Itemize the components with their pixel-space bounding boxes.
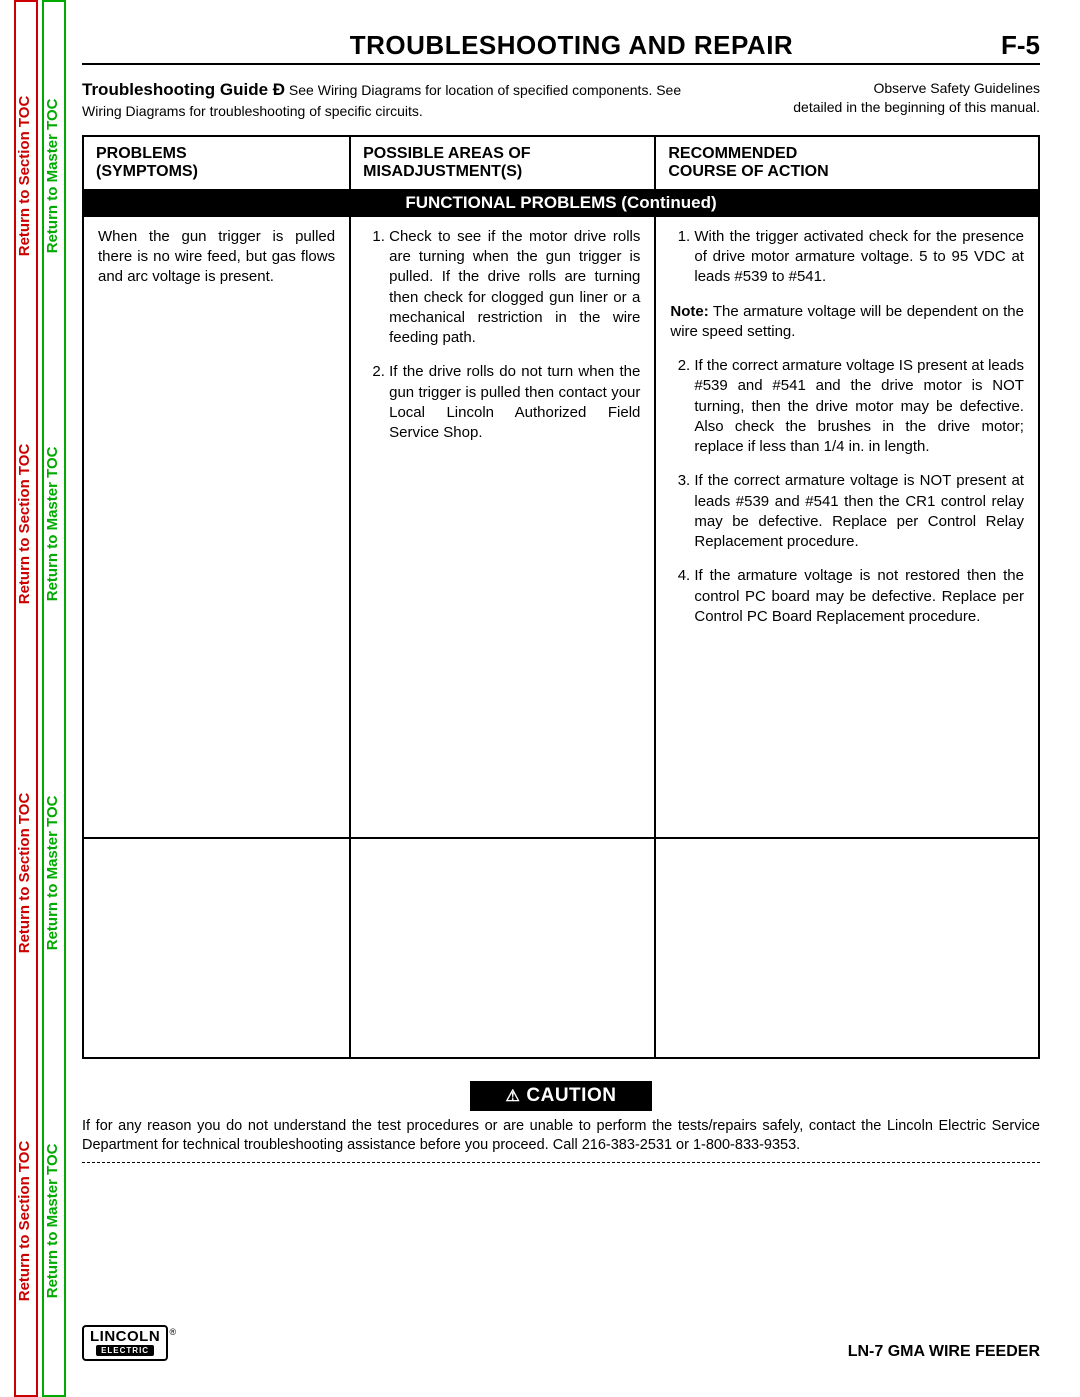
page-content: TROUBLESHOOTING AND REPAIR F-5 Troublesh…: [82, 30, 1040, 1163]
section-toc-tab-column: Return to Section TOC Return to Section …: [14, 0, 38, 1397]
col-header-label: COURSE OF ACTION: [668, 163, 828, 180]
section-toc-link[interactable]: Return to Section TOC: [16, 699, 33, 1047]
action-list: With the trigger activated check for the…: [670, 227, 1024, 288]
caution-block: ⚠CAUTION If for any reason you do not un…: [82, 1081, 1040, 1163]
col-header-actions: RECOMMENDED COURSE OF ACTION: [656, 137, 1038, 189]
empty-cell: [84, 839, 351, 1057]
misadjustment-list: Check to see if the motor drive rolls ar…: [365, 227, 640, 444]
warning-icon: ⚠: [506, 1086, 521, 1106]
safety-line1: Observe Safety Guidelines: [873, 80, 1040, 96]
master-toc-link[interactable]: Return to Master TOC: [44, 350, 61, 698]
note-label: Note:: [670, 303, 708, 320]
action-list-cont: If the correct armature voltage IS prese…: [670, 356, 1024, 627]
section-banner: FUNCTIONAL PROBLEMS (Continued): [84, 189, 1038, 217]
table-body-row: When the gun trigger is pulled there is …: [84, 217, 1038, 837]
registered-mark: ®: [170, 1327, 177, 1337]
list-item: Check to see if the motor drive rolls ar…: [389, 227, 640, 349]
col-header-label: PROBLEMS: [96, 145, 187, 162]
section-toc-link[interactable]: Return to Section TOC: [16, 1047, 33, 1395]
table-header-row: PROBLEMS (SYMPTOMS) POSSIBLE AREAS OF MI…: [84, 137, 1038, 189]
guide-intro-right: Observe Safety Guidelines detailed in th…: [793, 79, 1040, 121]
guide-title: Troubleshooting Guide Ð: [82, 80, 285, 99]
col-header-label: POSSIBLE AREAS OF: [363, 145, 530, 162]
logo-top-text: LINCOLN: [90, 1329, 160, 1344]
caution-badge: ⚠CAUTION: [470, 1081, 653, 1111]
list-item: If the correct armature voltage IS prese…: [694, 356, 1024, 457]
page-footer: LINCOLN ELECTRIC ® LN-7 GMA WIRE FEEDER: [82, 1325, 1040, 1361]
page-number: F-5: [1001, 30, 1040, 61]
side-navigation-tabs: Return to Section TOC Return to Section …: [14, 0, 66, 1397]
table-empty-row: [84, 837, 1038, 1057]
list-item: If the armature voltage is not restored …: [694, 566, 1024, 627]
page-title: TROUBLESHOOTING AND REPAIR: [142, 30, 1001, 61]
lincoln-logo: LINCOLN ELECTRIC ®: [82, 1325, 168, 1361]
master-toc-link[interactable]: Return to Master TOC: [44, 699, 61, 1047]
master-toc-tab-column: Return to Master TOC Return to Master TO…: [42, 0, 66, 1397]
problem-cell: When the gun trigger is pulled there is …: [84, 217, 351, 837]
caution-label: CAUTION: [526, 1085, 616, 1106]
list-item: If the correct armature voltage is NOT p…: [694, 471, 1024, 552]
empty-cell: [656, 839, 1038, 1057]
troubleshooting-table: PROBLEMS (SYMPTOMS) POSSIBLE AREAS OF MI…: [82, 135, 1040, 1059]
col-header-label: MISADJUSTMENT(S): [363, 163, 522, 180]
list-item: If the drive rolls do not turn when the …: [389, 362, 640, 443]
col-header-label: (SYMPTOMS): [96, 163, 198, 180]
guide-intro-row: Troubleshooting Guide Ð See Wiring Diagr…: [82, 79, 1040, 121]
action-note: Note: The armature voltage will be depen…: [670, 302, 1024, 343]
safety-line2: detailed in the beginning of this manual…: [793, 99, 1040, 115]
col-header-misadjustments: POSSIBLE AREAS OF MISADJUSTMENT(S): [351, 137, 656, 189]
master-toc-link[interactable]: Return to Master TOC: [44, 1047, 61, 1395]
logo-bottom-text: ELECTRIC: [96, 1345, 154, 1356]
section-toc-link[interactable]: Return to Section TOC: [16, 350, 33, 698]
master-toc-link[interactable]: Return to Master TOC: [44, 2, 61, 350]
section-toc-link[interactable]: Return to Section TOC: [16, 2, 33, 350]
empty-cell: [351, 839, 656, 1057]
caution-text: If for any reason you do not understand …: [82, 1117, 1040, 1163]
note-text: The armature voltage will be dependent o…: [670, 303, 1024, 340]
product-name: LN-7 GMA WIRE FEEDER: [848, 1343, 1040, 1361]
guide-intro-left: Troubleshooting Guide Ð See Wiring Diagr…: [82, 79, 702, 121]
col-header-problems: PROBLEMS (SYMPTOMS): [84, 137, 351, 189]
list-item: With the trigger activated check for the…: [694, 227, 1024, 288]
col-header-label: RECOMMENDED: [668, 145, 797, 162]
action-cell: With the trigger activated check for the…: [656, 217, 1038, 837]
misadjustment-cell: Check to see if the motor drive rolls ar…: [351, 217, 656, 837]
page-header: TROUBLESHOOTING AND REPAIR F-5: [82, 30, 1040, 65]
